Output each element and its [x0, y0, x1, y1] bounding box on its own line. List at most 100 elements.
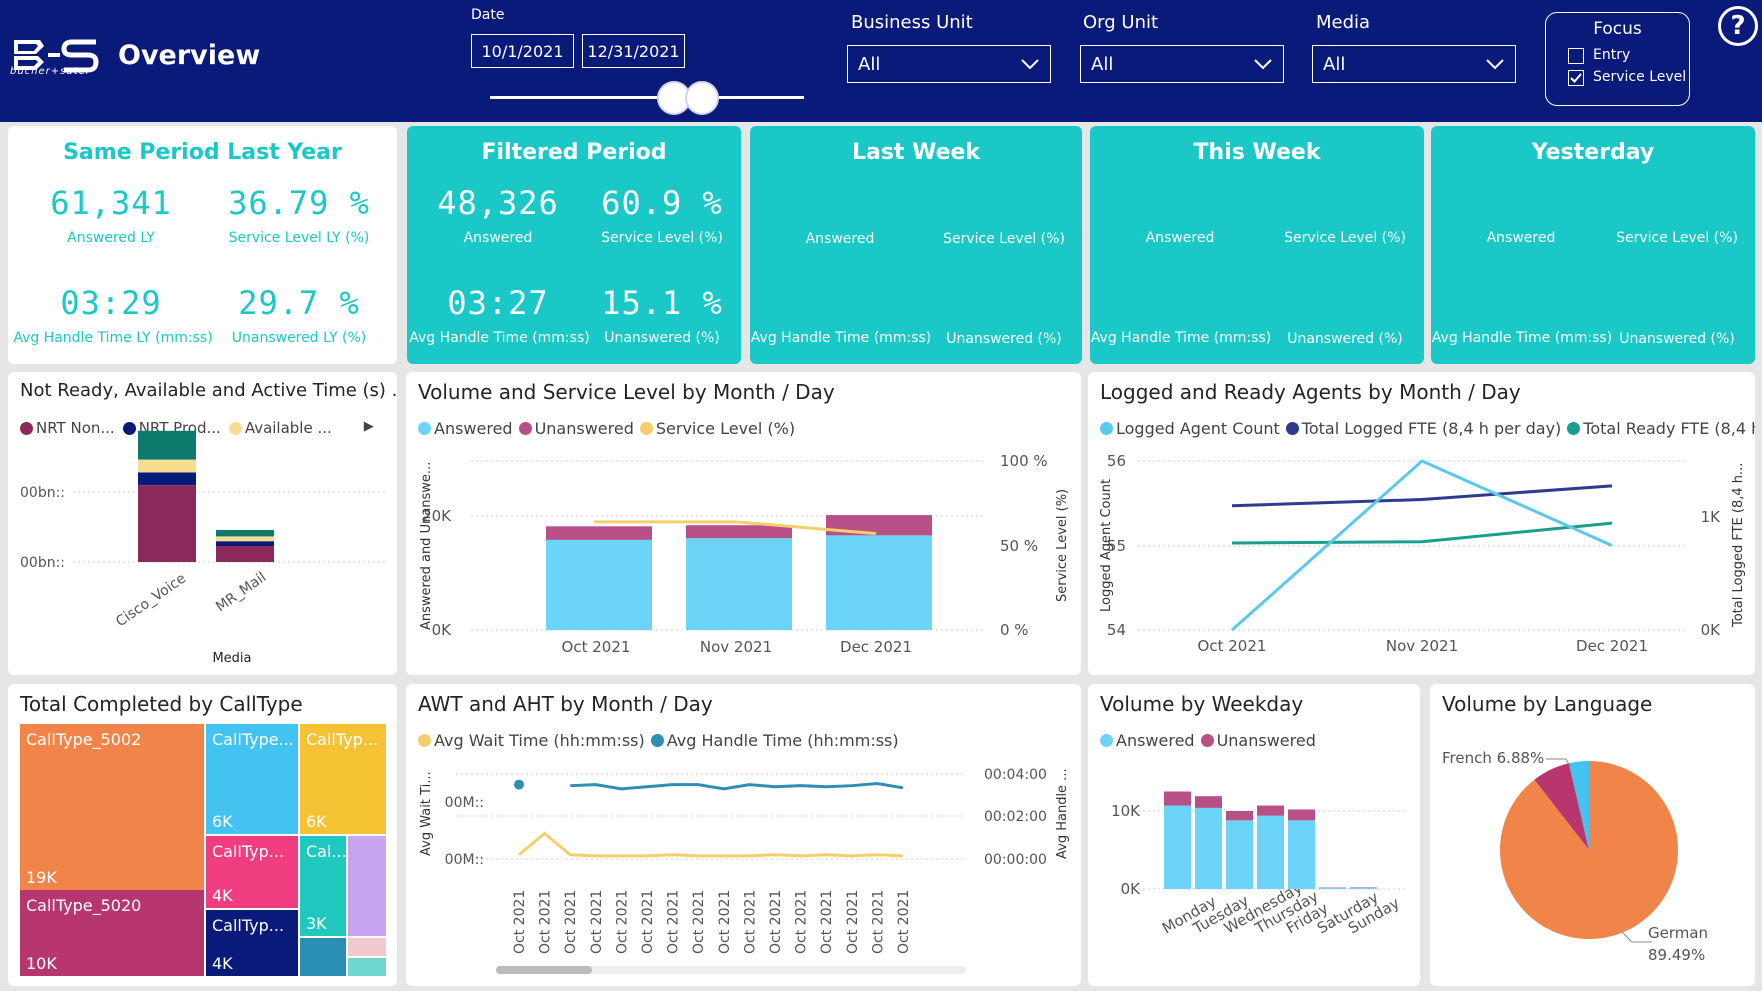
- kpi-aht-value: 03:27: [447, 284, 549, 322]
- aht-line: [570, 782, 904, 791]
- legend-item[interactable]: NRT Non...: [20, 419, 115, 437]
- legend-item[interactable]: Avg Wait Time (hh:mm:ss): [418, 731, 645, 750]
- treemap-tile[interactable]: CallType... 6K: [206, 724, 298, 834]
- treemap-tile[interactable]: CallType_5002 19K: [20, 724, 204, 890]
- weekday-panel: Volume by Weekday Answered Unanswered 10…: [1088, 684, 1420, 986]
- date-from-input[interactable]: 10/1/2021: [471, 34, 574, 68]
- legend-item[interactable]: Answered: [418, 419, 513, 438]
- kpi-title: Yesterday: [1531, 140, 1655, 165]
- not-ready-chart: 00bn:: 00bn:: Cisco_Voice MR_Mail Media: [20, 430, 388, 666]
- y-tick: 00bn::: [20, 485, 65, 501]
- y-tick: 20K: [422, 507, 452, 525]
- pie-slice-french: [1534, 763, 1589, 850]
- language-pie-chart: French 6.88% German 89.49%: [1442, 749, 1708, 964]
- service-level-label: Service Level: [1593, 69, 1687, 85]
- x-tick: MR_Mail: [213, 569, 269, 615]
- bar-answered: [1164, 805, 1191, 889]
- x-tick: Cisco_Voice: [113, 570, 189, 630]
- y2-tick: 50 %: [1000, 537, 1038, 555]
- logged-agent-line: [1231, 459, 1613, 632]
- entry-label: Entry: [1593, 47, 1631, 63]
- x-axis-label: Media: [212, 651, 251, 666]
- bar-unanswered: [1288, 809, 1315, 821]
- kpi-unanswered-label: Unanswered (%): [604, 330, 720, 346]
- y2-tick: 00:02:00: [984, 809, 1047, 825]
- treemap-tile[interactable]: CallTyp... 6K: [300, 724, 386, 834]
- legend-next-arrow-icon[interactable]: ▶: [363, 419, 374, 434]
- panel-title: Volume by Weekday: [1100, 692, 1304, 716]
- date-label: Date: [471, 7, 505, 23]
- pie-label-french: French 6.88%: [1442, 749, 1544, 767]
- treemap-tile[interactable]: CallTyp... 4K: [206, 910, 298, 976]
- pie-slice-german: [1500, 761, 1678, 939]
- entry-checkbox[interactable]: [1568, 48, 1584, 64]
- kpi-service-level-value: 60.9 %: [601, 184, 723, 222]
- treemap-tile[interactable]: Cal... 3K: [300, 836, 346, 936]
- x-tick: Nov 2021: [1386, 637, 1458, 655]
- awt-aht-panel: AWT and AHT by Month / Day Avg Wait Time…: [406, 684, 1081, 986]
- legend-item[interactable]: Service Level (%): [639, 419, 795, 438]
- x-tick: Dec 2021: [840, 638, 912, 656]
- bar-answered: [1195, 807, 1222, 889]
- volume-service-level-panel: Volume and Service Level by Month / Day …: [406, 372, 1081, 675]
- kpi-answered-value: 61,341: [50, 184, 172, 222]
- kpi-aht-label: Avg Handle Time (mm:ss): [1090, 330, 1272, 346]
- y2-tick: 00:00:00: [984, 852, 1047, 868]
- business-unit-dropdown[interactable]: All: [847, 45, 1051, 83]
- panel-title: Volume and Service Level by Month / Day: [418, 380, 835, 404]
- legend-item[interactable]: Logged Agent Count: [1100, 419, 1280, 438]
- x-tick: Oct 2021: [1198, 637, 1267, 655]
- x-tick: Oct 2021: [614, 890, 630, 954]
- bar-segment: [216, 536, 274, 542]
- treemap-tile[interactable]: CallTyp... 4K: [206, 836, 298, 908]
- help-icon[interactable]: ?: [1718, 6, 1758, 46]
- chart-legend: Avg Wait Time (hh:mm:ss) Avg Handle Time…: [418, 731, 899, 750]
- kpi-unanswered-label: Unanswered (%): [1619, 331, 1735, 347]
- panel-title: Not Ready, Available and Active Time (s)…: [20, 380, 397, 401]
- legend-item[interactable]: Unanswered: [518, 419, 634, 438]
- treemap-tile[interactable]: CallType_5020 10K: [20, 890, 204, 976]
- kpi-unanswered-value: 15.1 %: [601, 284, 723, 322]
- legend-item[interactable]: Answered: [1100, 731, 1195, 750]
- brand-subtext: bucher+suter: [10, 66, 91, 77]
- horizontal-scrollbar[interactable]: [496, 966, 966, 974]
- scrollbar-thumb[interactable]: [496, 966, 592, 974]
- treemap-tile[interactable]: [348, 836, 386, 936]
- media-dropdown[interactable]: All: [1312, 45, 1516, 83]
- legend-item[interactable]: Total Logged FTE (8,4 h per day): [1285, 419, 1561, 438]
- date-slider-end-handle[interactable]: [685, 81, 719, 115]
- chart-legend: Answered Unanswered: [1100, 731, 1316, 750]
- media-label: Media: [1316, 12, 1371, 33]
- calltype-panel: Total Completed by CallType CallType_500…: [8, 684, 397, 986]
- treemap-tile[interactable]: [348, 938, 386, 956]
- bar-unanswered: [1226, 811, 1253, 821]
- bar-unanswered: [686, 525, 792, 539]
- bar-segment: [216, 541, 274, 546]
- x-tick: Oct 2021: [589, 890, 605, 954]
- legend-item[interactable]: Unanswered: [1200, 731, 1316, 750]
- treemap-tile[interactable]: [348, 958, 386, 976]
- kpi-answered-label: Answered: [1145, 230, 1215, 246]
- y-axis-label: Logged Agent Count: [1099, 479, 1114, 612]
- chevron-down-icon: [1254, 59, 1272, 70]
- x-tick: Oct 2021: [819, 890, 835, 954]
- service-level-checkbox[interactable]: [1568, 70, 1584, 86]
- legend-item[interactable]: Avg Handle Time (hh:mm:ss): [650, 731, 899, 750]
- y2-axis-label: Service Level (%): [1055, 489, 1070, 602]
- treemap-tile[interactable]: [300, 938, 346, 976]
- panel-title: Total Completed by CallType: [20, 692, 303, 716]
- chevron-down-icon: [1021, 59, 1039, 70]
- org-unit-dropdown[interactable]: All: [1080, 45, 1284, 83]
- legend-item[interactable]: Available ...: [228, 419, 332, 437]
- bar-unanswered: [546, 526, 652, 540]
- bar-answered: [546, 539, 652, 630]
- kpi-service-level-label: Service Level (%): [601, 230, 723, 246]
- bar-answered: [686, 538, 792, 630]
- y2-tick: 0K: [1701, 621, 1722, 639]
- date-to-input[interactable]: 12/31/2021: [582, 34, 685, 68]
- legend-item[interactable]: Total Ready FTE (8,4 h p...: [1567, 419, 1755, 438]
- date-slider-track[interactable]: [490, 96, 804, 99]
- kpi-title: Filtered Period: [481, 140, 667, 165]
- weekday-chart: 10K 0K MondayTuesdayWednesdayThursdayFri…: [1111, 791, 1408, 938]
- bar-answered: [1319, 887, 1346, 889]
